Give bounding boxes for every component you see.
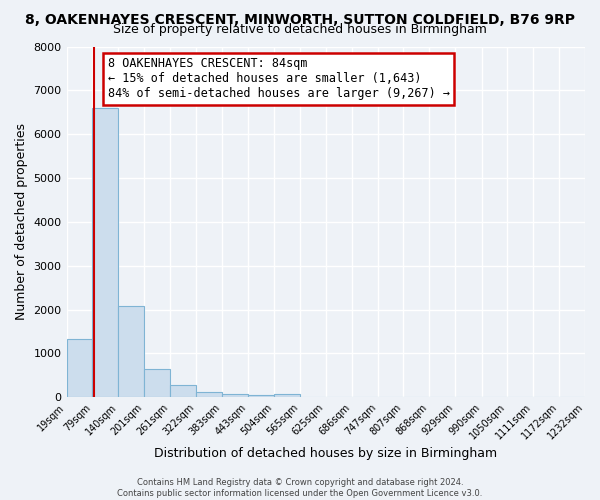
Text: 8, OAKENHAYES CRESCENT, MINWORTH, SUTTON COLDFIELD, B76 9RP: 8, OAKENHAYES CRESCENT, MINWORTH, SUTTON…	[25, 12, 575, 26]
X-axis label: Distribution of detached houses by size in Birmingham: Distribution of detached houses by size …	[154, 447, 497, 460]
Bar	[274, 394, 300, 398]
Bar	[92, 108, 118, 398]
Bar	[196, 392, 222, 398]
Bar	[67, 340, 92, 398]
Bar	[145, 369, 170, 398]
Y-axis label: Number of detached properties: Number of detached properties	[15, 124, 28, 320]
Text: 8 OAKENHAYES CRESCENT: 84sqm
← 15% of detached houses are smaller (1,643)
84% of: 8 OAKENHAYES CRESCENT: 84sqm ← 15% of de…	[107, 58, 449, 100]
Bar	[118, 306, 145, 398]
Bar	[248, 395, 274, 398]
Text: Size of property relative to detached houses in Birmingham: Size of property relative to detached ho…	[113, 22, 487, 36]
Text: Contains HM Land Registry data © Crown copyright and database right 2024.
Contai: Contains HM Land Registry data © Crown c…	[118, 478, 482, 498]
Bar	[170, 384, 196, 398]
Bar	[222, 394, 248, 398]
